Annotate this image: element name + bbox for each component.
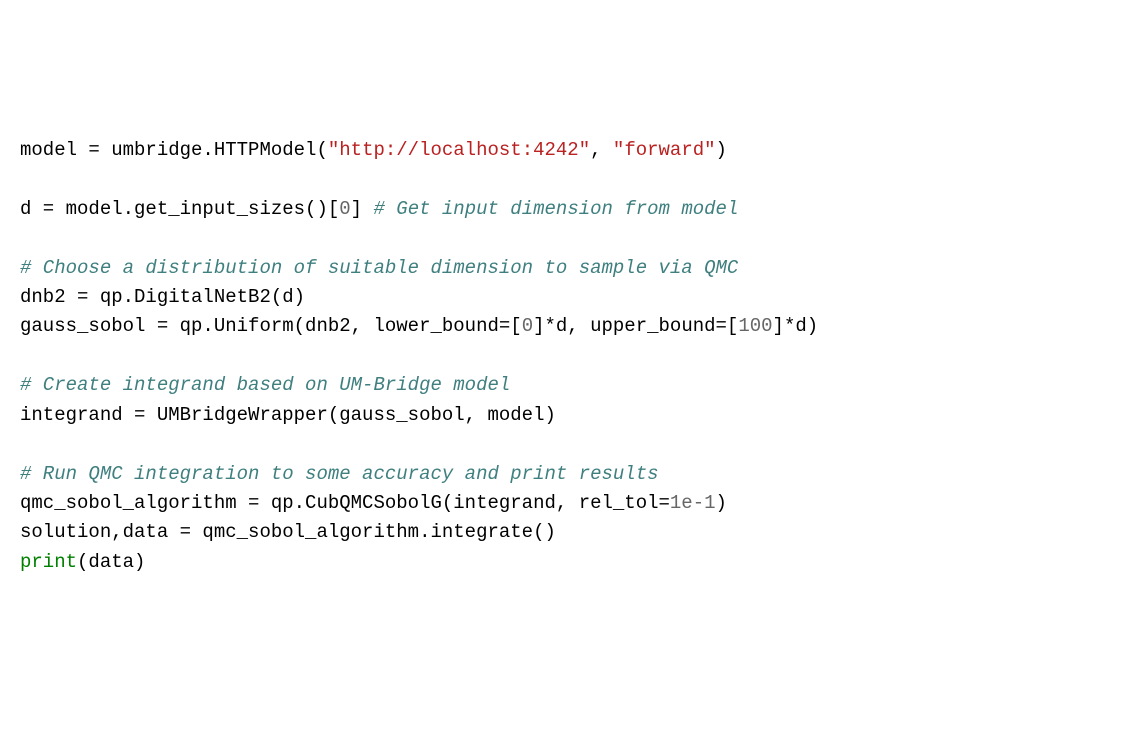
code-token-default: integrand = UMBridgeWrapper(gauss_sobol,…: [20, 404, 556, 426]
code-line: [20, 342, 1104, 371]
code-token-string: "forward": [613, 139, 716, 161]
code-token-default: model = umbridge.HTTPModel(: [20, 139, 328, 161]
code-line: d = model.get_input_sizes()[0] # Get inp…: [20, 195, 1104, 224]
code-token-default: dnb2 = qp.DigitalNetB2(d): [20, 286, 305, 308]
code-token-builtin: print: [20, 551, 77, 573]
code-line: [20, 430, 1104, 459]
code-line: model = umbridge.HTTPModel("http://local…: [20, 136, 1104, 165]
code-token-default: gauss_sobol = qp.Uniform(dnb2, lower_bou…: [20, 315, 522, 337]
code-line: integrand = UMBridgeWrapper(gauss_sobol,…: [20, 401, 1104, 430]
code-token-default: ]*d, upper_bound=[: [533, 315, 738, 337]
code-line: # Run QMC integration to some accuracy a…: [20, 460, 1104, 489]
code-token-comment: # Run QMC integration to some accuracy a…: [20, 463, 659, 485]
code-token-number: 0: [522, 315, 533, 337]
code-line: [20, 224, 1104, 253]
code-token-default: ]: [351, 198, 374, 220]
code-token-number: 1e-1: [670, 492, 716, 514]
code-token-default: ,: [590, 139, 613, 161]
code-token-default: ): [716, 139, 727, 161]
code-line: solution,data = qmc_sobol_algorithm.inte…: [20, 518, 1104, 547]
code-token-comment: # Get input dimension from model: [373, 198, 738, 220]
code-line: # Create integrand based on UM-Bridge mo…: [20, 371, 1104, 400]
code-token-comment: # Choose a distribution of suitable dime…: [20, 257, 738, 279]
code-token-default: qmc_sobol_algorithm = qp.CubQMCSobolG(in…: [20, 492, 670, 514]
code-token-comment: # Create integrand based on UM-Bridge mo…: [20, 374, 510, 396]
code-line: gauss_sobol = qp.Uniform(dnb2, lower_bou…: [20, 312, 1104, 341]
code-line: # Choose a distribution of suitable dime…: [20, 254, 1104, 283]
code-line: [20, 165, 1104, 194]
code-token-number: 0: [339, 198, 350, 220]
code-token-default: ): [716, 492, 727, 514]
code-line: qmc_sobol_algorithm = qp.CubQMCSobolG(in…: [20, 489, 1104, 518]
code-line: print(data): [20, 548, 1104, 577]
code-token-number: 100: [738, 315, 772, 337]
code-line: dnb2 = qp.DigitalNetB2(d): [20, 283, 1104, 312]
code-token-default: (data): [77, 551, 145, 573]
code-token-default: solution,data = qmc_sobol_algorithm.inte…: [20, 521, 556, 543]
code-token-default: d = model.get_input_sizes()[: [20, 198, 339, 220]
code-token-string: "http://localhost:4242": [328, 139, 590, 161]
code-block: model = umbridge.HTTPModel("http://local…: [20, 136, 1104, 578]
code-token-default: ]*d): [773, 315, 819, 337]
